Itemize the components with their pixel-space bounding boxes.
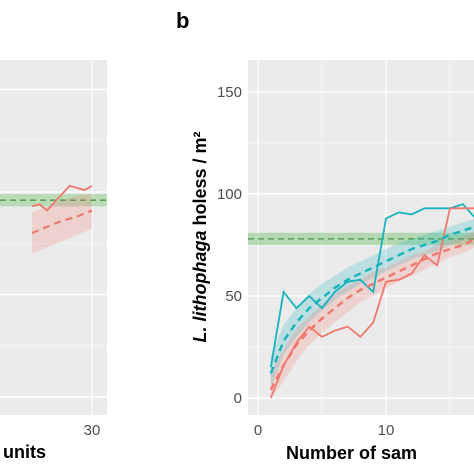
panel-a-x-tick-label: 30 <box>84 422 101 439</box>
panel-b-y-tick-label: 50 <box>225 288 242 305</box>
panel-b-letter: b <box>176 8 189 33</box>
panel-b-marks <box>248 203 474 399</box>
panel-a-marks <box>0 184 107 254</box>
panel-a-gridlines <box>0 60 107 415</box>
panel-b-y-axis-title-unit: holess / m² <box>190 131 210 230</box>
panel-a-confidence-band <box>32 194 92 254</box>
panel-a-x-axis-title: units <box>3 442 46 462</box>
panel-b-teal-dashed-line <box>269 225 474 374</box>
panel-b-tick-labels: 0 50 100 150 0 10 <box>217 84 394 439</box>
panel-b: b 0 50 100 150 0 10 Number of sam L. lithopha… <box>176 8 474 463</box>
panel-a: 30 units <box>0 60 107 462</box>
panel-b-y-tick-label: 100 <box>217 186 242 203</box>
panel-a-series-0-line <box>31 184 93 212</box>
panel-a-series-1-line <box>31 209 93 235</box>
panel-b-x-tick-label: 10 <box>378 422 395 439</box>
panel-b-confidence-band-salmon <box>270 231 474 398</box>
panel-b-y-axis-title: L. lithophaga holess / m² <box>190 131 210 342</box>
panel-b-confidence-band-teal <box>270 218 474 388</box>
panel-b-teal-solid-line <box>269 203 474 368</box>
panel-b-x-tick-label: 0 <box>254 422 262 439</box>
panel-b-y-axis-title-species: L. lithophaga <box>190 231 210 343</box>
panel-b-y-tick-label: 0 <box>234 390 242 407</box>
panel-b-y-tick-label: 150 <box>217 84 242 101</box>
panel-b-salmon-dashed-line <box>269 238 474 391</box>
panel-a-background <box>0 60 107 415</box>
panel-b-x-axis-title: Number of sam <box>286 443 417 463</box>
